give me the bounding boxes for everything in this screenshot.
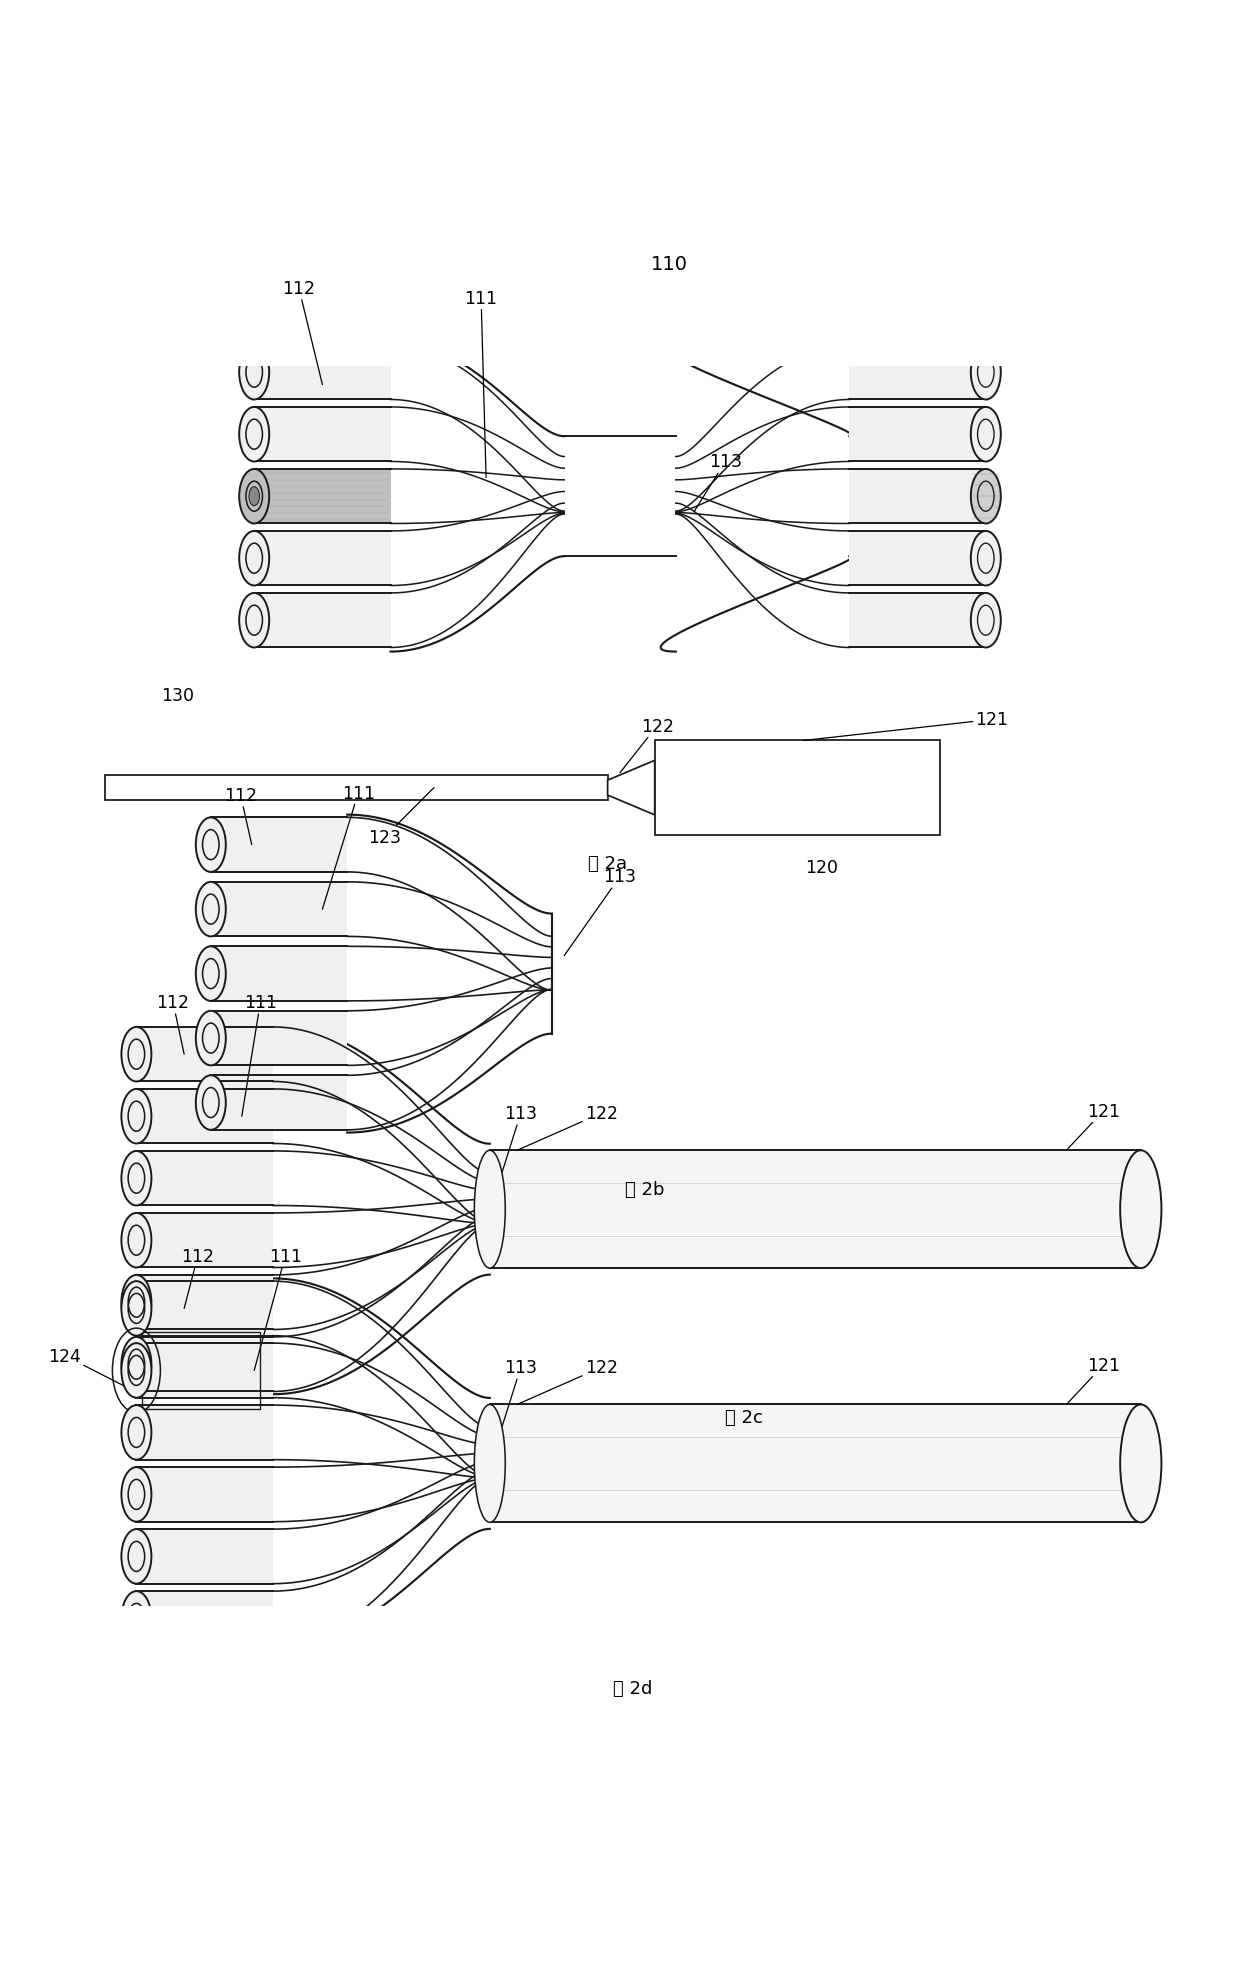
Polygon shape — [136, 1275, 273, 1330]
Polygon shape — [608, 762, 655, 815]
Polygon shape — [136, 1028, 273, 1081]
Ellipse shape — [971, 594, 1001, 649]
Ellipse shape — [971, 531, 1001, 586]
Ellipse shape — [122, 1275, 151, 1330]
Ellipse shape — [122, 1028, 151, 1081]
Text: 121: 121 — [1066, 1355, 1120, 1405]
Ellipse shape — [122, 1152, 151, 1206]
Ellipse shape — [971, 470, 1001, 525]
Polygon shape — [254, 470, 391, 525]
Polygon shape — [136, 1592, 273, 1645]
Text: 图 2a: 图 2a — [588, 854, 627, 872]
Text: 111: 111 — [254, 1247, 301, 1371]
Ellipse shape — [971, 408, 1001, 462]
Text: 122: 122 — [517, 1359, 618, 1405]
Ellipse shape — [196, 947, 226, 1002]
Text: 110: 110 — [651, 255, 688, 274]
Polygon shape — [136, 1282, 273, 1336]
Text: 112: 112 — [156, 994, 190, 1056]
Text: 113: 113 — [694, 454, 742, 511]
Ellipse shape — [239, 470, 269, 525]
Ellipse shape — [196, 882, 226, 937]
Polygon shape — [490, 1405, 1141, 1523]
Polygon shape — [136, 1213, 273, 1269]
Ellipse shape — [196, 1075, 226, 1131]
Polygon shape — [254, 531, 391, 586]
Polygon shape — [849, 345, 986, 401]
Polygon shape — [105, 775, 608, 801]
Polygon shape — [211, 882, 347, 937]
Ellipse shape — [475, 1150, 505, 1269]
Polygon shape — [136, 1529, 273, 1584]
Ellipse shape — [1120, 1405, 1162, 1523]
Ellipse shape — [196, 819, 226, 872]
Text: 121: 121 — [1066, 1103, 1120, 1150]
Ellipse shape — [122, 1089, 151, 1144]
Text: 123: 123 — [368, 787, 434, 846]
Text: 111: 111 — [465, 290, 497, 477]
Text: 124: 124 — [48, 1348, 130, 1389]
Polygon shape — [136, 1089, 273, 1144]
Ellipse shape — [122, 1338, 151, 1391]
Ellipse shape — [196, 1012, 226, 1065]
Text: 112: 112 — [283, 280, 322, 385]
Polygon shape — [849, 470, 986, 525]
Text: 122: 122 — [517, 1105, 618, 1150]
Text: 113: 113 — [496, 1105, 537, 1192]
Polygon shape — [211, 819, 347, 872]
Text: 113: 113 — [496, 1359, 537, 1446]
Polygon shape — [849, 531, 986, 586]
Ellipse shape — [122, 1529, 151, 1584]
Ellipse shape — [971, 345, 1001, 401]
Text: 111: 111 — [322, 783, 374, 910]
Text: 112: 112 — [181, 1247, 215, 1308]
Polygon shape — [254, 408, 391, 462]
Polygon shape — [136, 1468, 273, 1521]
Text: 130: 130 — [161, 687, 195, 704]
Ellipse shape — [239, 594, 269, 649]
Polygon shape — [254, 594, 391, 649]
Text: 120: 120 — [806, 858, 838, 876]
Polygon shape — [849, 594, 986, 649]
Ellipse shape — [122, 1468, 151, 1521]
Ellipse shape — [1120, 1150, 1162, 1269]
Polygon shape — [211, 947, 347, 1002]
Polygon shape — [655, 742, 940, 835]
Text: 图 2c: 图 2c — [725, 1409, 763, 1426]
Ellipse shape — [249, 487, 259, 507]
Text: 111: 111 — [242, 994, 277, 1117]
Ellipse shape — [122, 1213, 151, 1269]
Text: 113: 113 — [564, 868, 636, 957]
Text: 图 2b: 图 2b — [625, 1180, 665, 1200]
Ellipse shape — [239, 531, 269, 586]
Polygon shape — [254, 345, 391, 401]
Polygon shape — [136, 1405, 273, 1460]
Ellipse shape — [239, 408, 269, 462]
Text: 121: 121 — [804, 710, 1008, 742]
Polygon shape — [136, 1152, 273, 1206]
Polygon shape — [211, 1075, 347, 1131]
Polygon shape — [136, 1338, 273, 1391]
Ellipse shape — [122, 1405, 151, 1460]
Text: 122: 122 — [620, 718, 673, 773]
Text: 图 2d: 图 2d — [613, 1679, 652, 1697]
Ellipse shape — [122, 1592, 151, 1645]
Polygon shape — [849, 408, 986, 462]
Ellipse shape — [122, 1344, 151, 1399]
Text: 112: 112 — [224, 787, 257, 844]
Polygon shape — [211, 1012, 347, 1065]
Ellipse shape — [475, 1405, 505, 1523]
Ellipse shape — [122, 1282, 151, 1336]
Ellipse shape — [239, 345, 269, 401]
Polygon shape — [490, 1150, 1141, 1269]
Polygon shape — [136, 1344, 273, 1399]
